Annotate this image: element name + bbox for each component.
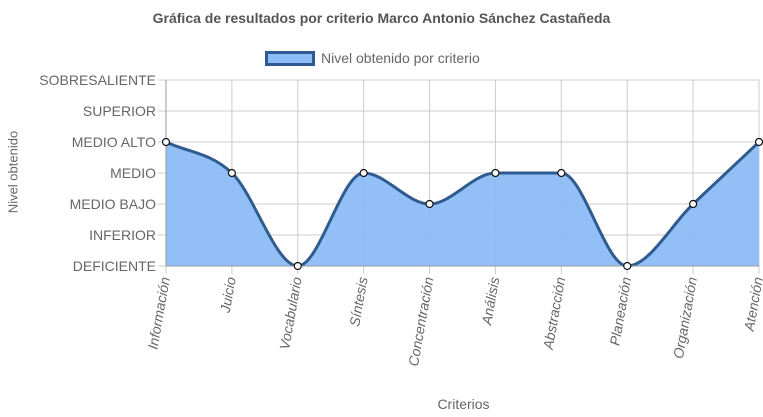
data-point [557, 168, 566, 178]
x-tick-label: Síntesis [346, 276, 370, 328]
y-tick-label: INFERIOR [89, 227, 156, 243]
x-tick-label: Planeación [606, 276, 634, 347]
legend-swatch [265, 50, 315, 66]
data-point [161, 137, 171, 147]
legend-label: Nivel obtenido por criterio [321, 50, 480, 66]
chart-title: Gráfica de resultados por criterio Marco… [152, 10, 611, 26]
x-tick-label: Abstracción [540, 276, 569, 352]
x-tick-label: Concentración [405, 276, 436, 368]
x-tick-label: Juicio [217, 276, 239, 315]
y-tick-label: MEDIO [110, 165, 156, 181]
data-point [623, 261, 632, 271]
x-tick-label: Vocabulario [276, 276, 305, 351]
data-point [293, 261, 302, 271]
y-tick-label: MEDIO BAJO [70, 196, 156, 212]
y-tick-label: SUPERIOR [83, 103, 156, 119]
x-axis-title: Criterios [437, 396, 490, 412]
x-tick-label: Análisis [478, 276, 502, 327]
y-tick-label: DEFICIENTE [73, 258, 156, 274]
x-tick-label: Información [144, 276, 172, 351]
data-point [227, 168, 236, 178]
series-line [165, 140, 761, 268]
data-point [359, 168, 368, 178]
data-point [491, 168, 500, 178]
legend[interactable]: Nivel obtenido por criterio [265, 50, 480, 66]
y-tick-label: MEDIO ALTO [72, 134, 156, 150]
data-point [425, 199, 434, 209]
y-tick-label: SOBRESALIENTE [39, 72, 156, 88]
data-point [754, 137, 763, 147]
x-tick-label: Organización [670, 276, 700, 360]
data-point [689, 199, 698, 209]
x-tick-label: Atención [741, 276, 763, 334]
series-area [166, 142, 759, 266]
